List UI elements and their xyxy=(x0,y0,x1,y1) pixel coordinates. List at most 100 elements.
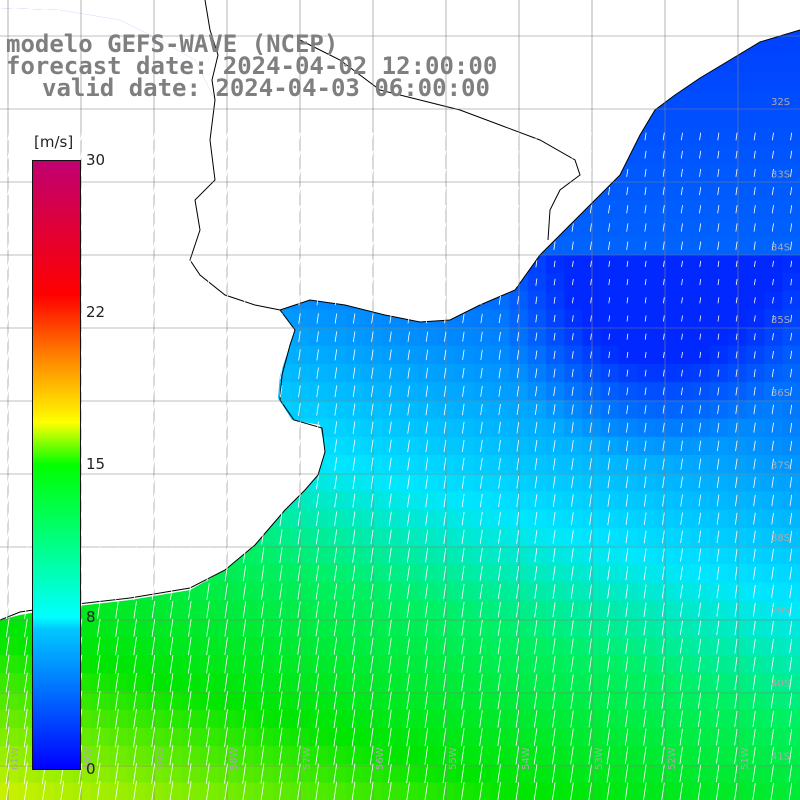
wind-arrow xyxy=(225,312,228,325)
field-cell xyxy=(527,400,547,420)
wind-arrow xyxy=(115,456,119,472)
wind-arrow xyxy=(771,351,774,359)
wind-arrow xyxy=(661,602,665,617)
wind-arrow xyxy=(25,241,28,250)
field-cell xyxy=(546,509,565,529)
wind-arrow xyxy=(626,351,629,358)
field-cell xyxy=(455,418,474,438)
wind-arrow xyxy=(788,765,793,782)
wind-arrow xyxy=(553,332,556,341)
wind-arrow xyxy=(571,205,574,214)
field-cell xyxy=(782,509,800,529)
field-cell xyxy=(527,546,547,565)
wind-arrow xyxy=(369,745,374,765)
wind-arrow xyxy=(188,493,192,508)
field-cell xyxy=(527,709,547,729)
field-cell xyxy=(618,309,638,329)
wind-arrow xyxy=(588,656,592,673)
wind-arrow xyxy=(679,638,683,654)
field-cell xyxy=(345,327,365,347)
field-cell xyxy=(600,455,620,474)
wind-arrow xyxy=(715,782,720,800)
field-cell xyxy=(418,655,438,674)
field-cell xyxy=(782,600,800,620)
wind-arrow xyxy=(170,546,174,564)
wind-arrow xyxy=(279,457,283,471)
wind-arrow xyxy=(680,223,683,232)
wind-arrow xyxy=(7,150,10,159)
wind-arrow xyxy=(663,260,665,267)
wind-arrow xyxy=(790,278,793,286)
wind-arrow xyxy=(315,511,319,526)
field-cell xyxy=(527,673,547,693)
field-cell xyxy=(309,582,329,602)
field-cell xyxy=(254,637,274,656)
wind-arrow xyxy=(152,366,156,380)
wind-arrow xyxy=(370,583,374,600)
wind-arrow xyxy=(516,584,520,599)
field-cell xyxy=(691,618,711,638)
wind-arrow xyxy=(5,654,10,675)
wind-arrow xyxy=(607,638,611,654)
colorbar-tick: 30 xyxy=(86,151,106,169)
field-cell xyxy=(364,618,383,638)
wind-arrow xyxy=(735,422,738,433)
wind-arrow xyxy=(298,403,301,416)
wind-arrow xyxy=(242,601,247,619)
field-cell xyxy=(564,236,583,256)
wind-arrow xyxy=(752,782,756,800)
field-cell xyxy=(746,673,765,693)
wind-arrow xyxy=(588,782,592,800)
wind-arrow xyxy=(24,564,28,583)
wind-arrow xyxy=(535,332,538,341)
wind-arrow xyxy=(260,619,265,637)
wind-arrow xyxy=(171,132,174,141)
wind-arrow xyxy=(243,367,247,380)
field-cell xyxy=(600,491,620,511)
wind-arrow xyxy=(225,223,228,232)
field-cell xyxy=(345,546,365,565)
field-cell xyxy=(309,527,329,547)
wind-arrow xyxy=(789,422,793,433)
wind-arrow xyxy=(661,782,665,800)
wind-arrow xyxy=(153,168,156,177)
wind-arrow xyxy=(171,187,174,196)
wind-arrow xyxy=(25,150,28,159)
field-cell xyxy=(91,600,110,620)
wind-arrow xyxy=(681,333,683,340)
wind-arrow xyxy=(170,330,174,343)
field-cell xyxy=(637,655,656,674)
land-area xyxy=(0,0,800,322)
field-cell xyxy=(91,782,110,800)
wind-arrow xyxy=(297,673,301,692)
wind-arrow xyxy=(206,547,210,564)
field-cell xyxy=(291,746,310,765)
wind-arrow xyxy=(752,746,756,764)
wind-arrow xyxy=(662,369,665,377)
field-cell xyxy=(618,436,638,456)
wind-arrow xyxy=(717,387,720,396)
wind-arrow xyxy=(444,241,447,250)
wind-arrow xyxy=(206,493,210,508)
wind-arrow xyxy=(188,348,192,361)
wind-arrow xyxy=(389,187,392,196)
field-cell xyxy=(691,728,711,747)
wind-arrow xyxy=(790,332,793,341)
wind-arrow xyxy=(262,168,265,177)
wind-arrow xyxy=(97,330,101,343)
wind-arrow xyxy=(589,386,592,396)
wind-arrow xyxy=(206,637,210,656)
wind-arrow xyxy=(407,132,410,141)
wind-arrow xyxy=(662,512,665,525)
wind-arrow xyxy=(644,168,647,177)
field-cell xyxy=(491,491,511,511)
wind-arrow xyxy=(425,457,429,471)
field-cell xyxy=(673,91,693,110)
wind-arrow xyxy=(771,584,774,599)
field-cell xyxy=(691,145,711,165)
field-cell xyxy=(564,273,583,292)
field-cell xyxy=(418,364,438,383)
wind-arrow xyxy=(96,636,101,656)
wind-arrow xyxy=(243,511,247,527)
wind-arrow xyxy=(207,223,210,232)
